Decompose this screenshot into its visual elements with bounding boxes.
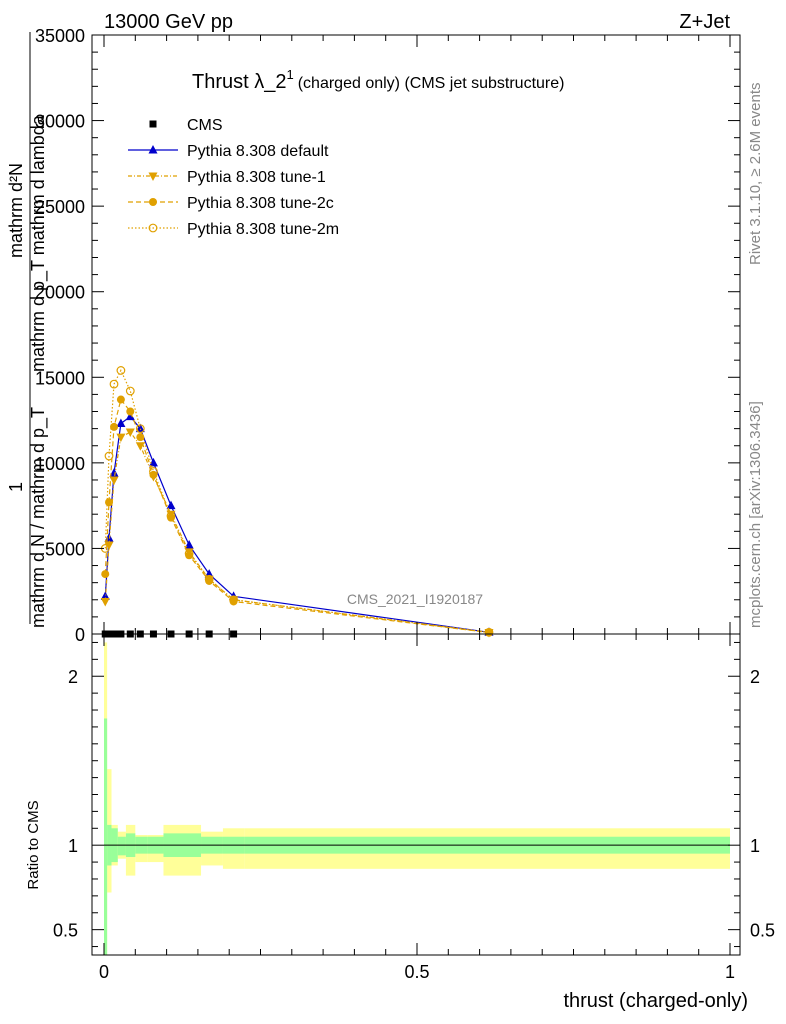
legend-entry: CMS	[149, 117, 223, 134]
data-point	[109, 468, 119, 477]
title-main: Thrust λ_2	[192, 71, 286, 93]
ylabel-one: 1	[6, 482, 26, 492]
data-point	[125, 428, 135, 438]
x-tick-label: 1	[725, 962, 735, 982]
series-pythia-8-308-tune-2m	[100, 366, 494, 637]
ratio-y-tick-label: 1	[68, 836, 78, 856]
legend-label: Pythia 8.308 tune-2c	[187, 195, 334, 212]
data-point	[105, 498, 114, 507]
mcplots-label: mcplots.cern.ch [arXiv:1306.3436]	[747, 401, 764, 628]
title-rest: (charged only) (CMS jet substructure)	[298, 75, 565, 92]
data-point	[101, 570, 110, 579]
y-tick-label: 20000	[35, 283, 85, 303]
legend-entry: Pythia 8.308 default	[128, 143, 329, 160]
ratio-band-layer	[104, 642, 730, 955]
data-point	[104, 541, 114, 551]
ratio-y-tick-label: 0.5	[53, 921, 78, 941]
data-point	[484, 627, 494, 637]
legend-marker	[148, 223, 158, 233]
y-tick-label: 25000	[35, 197, 85, 217]
data-point	[109, 476, 119, 485]
data-point	[149, 467, 158, 476]
legend: CMS Pythia 8.308 default Pythia 8.308 tune…	[128, 117, 339, 238]
data-point	[116, 395, 125, 404]
y-tick-label: 15000	[35, 368, 85, 388]
data-point	[116, 418, 126, 427]
data-point	[116, 433, 126, 443]
data-point	[116, 366, 126, 375]
data-point	[104, 451, 114, 461]
header-right: Z+Jet	[679, 11, 730, 33]
data-point	[100, 591, 110, 600]
y-tick-label: 10000	[35, 454, 85, 474]
x-tick-label: 0.5	[404, 962, 429, 982]
legend-label: Pythia 8.308 tune-1	[187, 169, 326, 186]
data-point	[126, 407, 135, 416]
legend-marker	[149, 120, 157, 128]
data-point	[204, 574, 214, 584]
ratio-plot-border	[91, 633, 741, 956]
title-superscript: 1	[286, 67, 293, 82]
main-ylabel: mathrm d²N mathrm d p_T mathrm d lambda …	[6, 32, 49, 628]
ratio-y-tick-label-right: 1	[750, 836, 760, 856]
y-tick-label: 5000	[45, 539, 85, 559]
ylabel-numerator: mathrm d²N	[6, 163, 26, 258]
data-point	[100, 597, 110, 607]
series-line	[104, 398, 490, 634]
ylabel-denominator-2: mathrm d N / mathrm d p_T	[28, 407, 49, 628]
legend-marker	[148, 172, 158, 181]
x-axis-label: thrust (charged-only)	[563, 990, 748, 1012]
chart-title: Thrust λ_21 (charged only) (CMS jet subst…	[192, 67, 564, 93]
legend-marker	[148, 145, 158, 154]
legend-label: Pythia 8.308 tune-2m	[187, 221, 339, 238]
data-point	[125, 411, 135, 421]
data-point	[136, 433, 145, 442]
ratio-y-tick-label-right: 2	[750, 667, 760, 687]
series-line	[104, 369, 490, 633]
band-inner-bin	[117, 836, 126, 856]
legend-label: Pythia 8.308 default	[187, 143, 329, 160]
data-point	[109, 379, 119, 389]
ratio-ylabel: Ratio to CMS	[25, 800, 42, 889]
analysis-watermark: CMS_2021_I1920187	[347, 591, 483, 607]
x-tick-label: 0	[99, 962, 109, 982]
legend-label: CMS	[187, 117, 223, 134]
data-point	[148, 457, 158, 467]
band-inner-bin	[104, 718, 108, 955]
data-point	[125, 386, 135, 396]
data-point	[135, 424, 145, 434]
main-frame: 0 5000 10000 15000 20000 25000 30000 35000	[35, 26, 741, 645]
legend-entry: Pythia 8.308 tune-2m	[128, 221, 339, 238]
legend-entry: Pythia 8.308 tune-1	[128, 169, 326, 186]
data-point	[110, 422, 119, 431]
ylabel-denominator: mathrm d p_T mathrm d lambda	[28, 114, 49, 372]
ratio-y-tick-label: 2	[68, 667, 78, 687]
y-tick-label: 35000	[35, 26, 85, 46]
data-point	[184, 549, 194, 558]
ratio-y-tick-label-right: 0.5	[750, 921, 775, 941]
y-tick-label: 0	[75, 625, 85, 645]
ratio-frame: 0.5 0.5 1 1 2 2 0 0.5 1	[53, 633, 775, 982]
data-point	[166, 511, 176, 521]
legend-marker	[149, 198, 157, 206]
rivet-label: Rivet 3.1.10, ≥ 2.6M events	[747, 83, 764, 266]
legend-entry: Pythia 8.308 tune-2c	[128, 195, 334, 212]
y-tick-label: 30000	[35, 112, 85, 132]
data-point	[166, 500, 176, 510]
header-left: 13000 GeV pp	[104, 11, 233, 33]
data-point	[229, 595, 238, 605]
